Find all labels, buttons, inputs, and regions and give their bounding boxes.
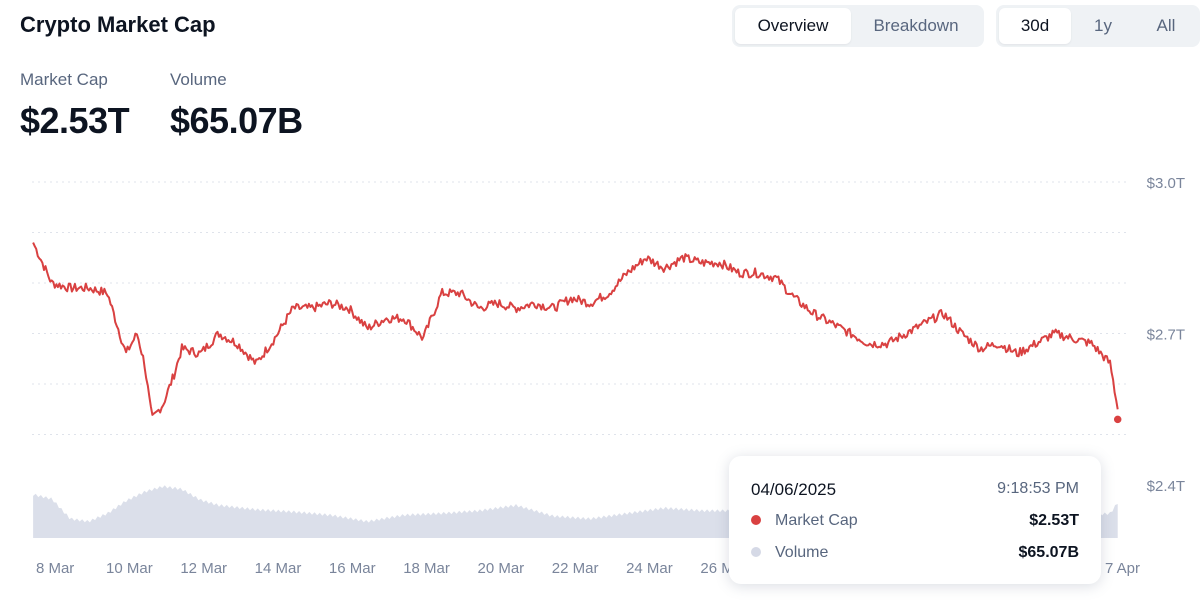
volume-label: Volume bbox=[170, 70, 227, 89]
tooltip-time: 9:18:53 PM bbox=[997, 480, 1079, 497]
range-toggle: 30d 1y All bbox=[996, 5, 1200, 47]
highlight-point bbox=[1112, 414, 1123, 425]
tooltip-datetime: 04/06/2025 9:18:53 PM bbox=[751, 480, 1079, 500]
x-tick-label: 16 Mar bbox=[329, 560, 376, 577]
x-tick-label: 12 Mar bbox=[180, 560, 227, 577]
tooltip-volume-value: $65.07B bbox=[1018, 544, 1080, 561]
range-30d[interactable]: 30d bbox=[999, 8, 1071, 44]
x-tick-label: 20 Mar bbox=[477, 560, 524, 577]
tooltip-volume-row: Volume $65.07B bbox=[751, 544, 1079, 562]
y-tick-label: $3.0T bbox=[1147, 175, 1185, 192]
market-cap-dot-icon bbox=[751, 515, 761, 525]
page-title: Crypto Market Cap bbox=[20, 12, 216, 37]
x-tick-label: 22 Mar bbox=[552, 560, 599, 577]
market-cap-line bbox=[32, 242, 1119, 416]
x-tick-label: 24 Mar bbox=[626, 560, 673, 577]
volume-value: $65.07B bbox=[170, 100, 303, 141]
market-cap-value: $2.53T bbox=[20, 100, 130, 141]
market-cap-series bbox=[32, 242, 1123, 425]
x-axis: 8 Mar 10 Mar 12 Mar 14 Mar 16 Mar 18 Mar 20 Ma… bbox=[36, 560, 1140, 577]
market-cap-stat: Market Cap $2.53T bbox=[20, 70, 130, 142]
tooltip-volume-label: Volume bbox=[775, 544, 829, 561]
x-tick-label: 7 Apr bbox=[1105, 560, 1140, 577]
tooltip-market-cap-value: $2.53T bbox=[1029, 512, 1079, 529]
y-tick-label: $2.4T bbox=[1147, 478, 1185, 495]
range-1y[interactable]: 1y bbox=[1094, 16, 1112, 35]
y-tick-label: $2.7T bbox=[1147, 327, 1185, 344]
tooltip-market-cap-row: Market Cap $2.53T bbox=[751, 512, 1079, 530]
grid-layer bbox=[32, 181, 1127, 435]
tooltip-market-cap-label: Market Cap bbox=[775, 512, 858, 529]
tab-breakdown[interactable]: Breakdown bbox=[873, 16, 959, 35]
x-tick-label: 8 Mar bbox=[36, 560, 74, 577]
market-cap-label: Market Cap bbox=[20, 70, 108, 89]
chart-tooltip: 04/06/2025 9:18:53 PM Market Cap $2.53T … bbox=[729, 456, 1101, 584]
x-tick-label: 14 Mar bbox=[255, 560, 302, 577]
view-toggle: Overview Breakdown bbox=[732, 5, 984, 47]
volume-dot-icon bbox=[751, 547, 761, 557]
range-all[interactable]: All bbox=[1156, 16, 1176, 35]
x-tick-label: 18 Mar bbox=[403, 560, 450, 577]
tab-overview[interactable]: Overview bbox=[735, 8, 851, 44]
tooltip-date: 04/06/2025 bbox=[751, 480, 837, 499]
x-tick-label: 10 Mar bbox=[106, 560, 153, 577]
y-axis: $3.0T $2.7T $2.4T bbox=[1147, 175, 1185, 495]
volume-stat: Volume $65.07B bbox=[170, 70, 303, 142]
